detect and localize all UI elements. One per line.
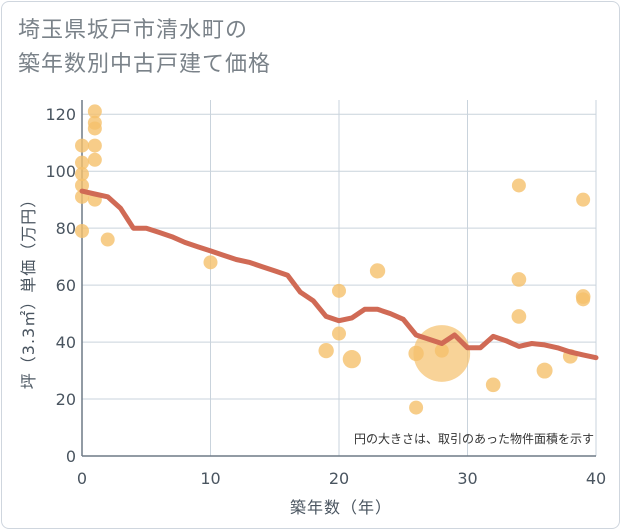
y-tick-label: 80 (56, 219, 76, 238)
data-point (485, 377, 501, 393)
data-point (434, 343, 449, 358)
x-tick-label: 20 (329, 469, 349, 488)
y-tick-label: 20 (56, 390, 76, 409)
data-point (369, 263, 386, 279)
y-tick-label: 120 (45, 105, 76, 124)
data-point (536, 362, 553, 379)
y-tick-label: 100 (45, 162, 76, 181)
y-tick-label: 60 (56, 276, 76, 295)
data-point (332, 283, 346, 298)
chart-title: 埼玉県坂戸市清水町の 築年数別中古戸建て価格 (18, 18, 272, 77)
data-point (318, 342, 334, 359)
data-point (511, 272, 527, 287)
data-point (203, 255, 218, 270)
data-point (87, 152, 102, 167)
data-point (332, 326, 346, 341)
x-tick-label: 40 (586, 469, 606, 488)
x-tick-label: 10 (200, 469, 220, 488)
data-point (409, 400, 424, 415)
data-point (100, 232, 115, 247)
data-point (75, 155, 89, 170)
data-point (511, 309, 527, 324)
x-tick-label: 30 (457, 469, 477, 488)
y-tick-label: 0 (66, 447, 76, 466)
data-point (87, 104, 102, 119)
data-point (87, 138, 102, 153)
size-note: 円の大きさは、取引のあった物件面積を示す (354, 431, 594, 446)
data-point (576, 192, 591, 207)
data-point (75, 138, 89, 153)
data-point (87, 121, 102, 136)
data-point (75, 167, 89, 182)
axis-ticks: 0 20 40 60 80 100 120 0 10 20 30 40 (45, 105, 606, 488)
x-tick-label: 0 (77, 469, 87, 488)
trend-line (79, 188, 599, 361)
data-point (342, 350, 361, 369)
data-point (576, 292, 591, 307)
x-axis-label: 築年数（年） (290, 498, 392, 517)
data-point (511, 178, 526, 193)
y-tick-label: 40 (56, 333, 76, 352)
data-point (75, 224, 89, 239)
data-point (75, 178, 89, 193)
y-axis-label: 坪（3.3㎡）単価（万円） (19, 191, 38, 389)
scatter-points (75, 104, 591, 415)
